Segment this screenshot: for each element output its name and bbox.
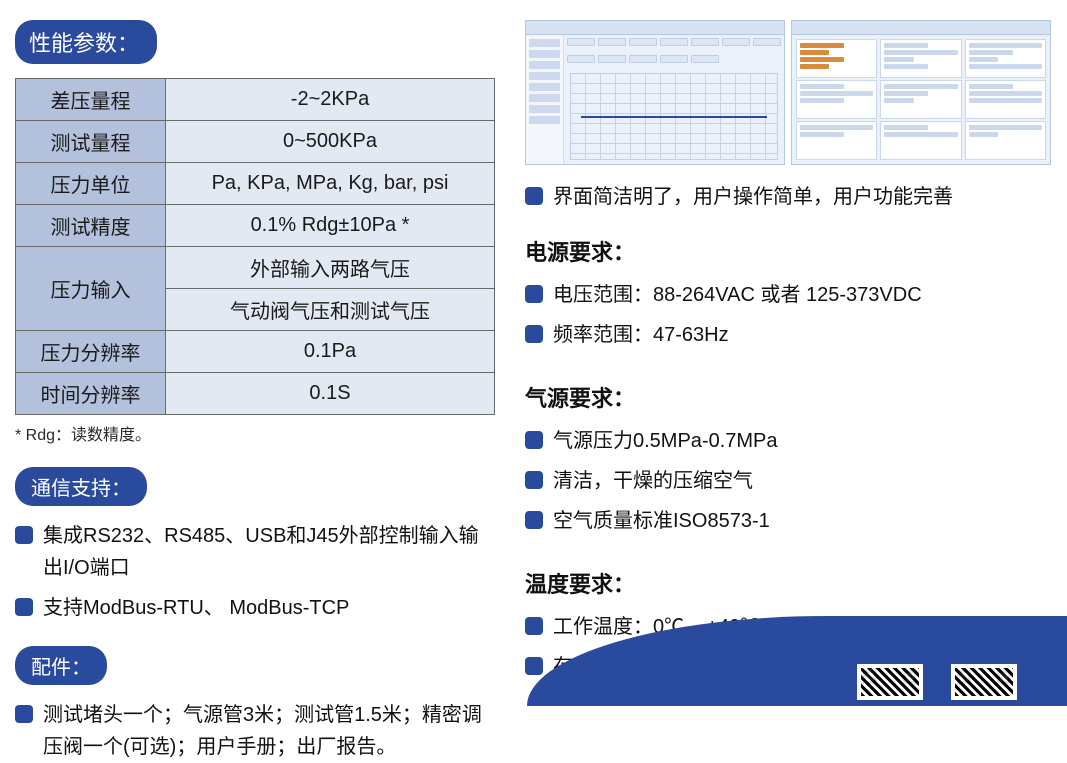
spec-value: Pa, KPa, MPa, Kg, bar, psi [166, 163, 495, 205]
bullet-icon [15, 598, 33, 616]
list-item-text: 气源压力0.5MPa-0.7MPa [553, 425, 1052, 457]
shot-chart [570, 73, 778, 160]
list-item: 清洁，干燥的压缩空气 [525, 465, 1052, 497]
shot-body [792, 35, 1050, 164]
shot-titlebar [526, 21, 784, 35]
bullet-icon [15, 526, 33, 544]
table-row: 压力输入 外部输入两路气压 [16, 247, 495, 289]
spec-table: 差压量程 -2~2KPa 测试量程 0~500KPa 压力单位 Pa, KPa,… [15, 78, 495, 415]
spec-label: 压力输入 [16, 247, 166, 331]
table-row: 测试精度 0.1% Rdg±10Pa * [16, 205, 495, 247]
spec-label: 压力分辨率 [16, 331, 166, 373]
screenshot-row [525, 20, 1052, 165]
shot-sidebar [526, 35, 564, 164]
comm-list: 集成RS232、RS485、USB和J45外部控制输入输出I/O端口 支持Mod… [15, 520, 495, 624]
sub-heading-air: 气源要求： [525, 381, 1052, 413]
list-item: 气源压力0.5MPa-0.7MPa [525, 425, 1052, 457]
list-item-text: 集成RS232、RS485、USB和J45外部控制输入输出I/O端口 [43, 520, 495, 584]
list-item: 空气质量标准ISO8573-1 [525, 505, 1052, 537]
spec-value: 0~500KPa [166, 121, 495, 163]
bullet-icon [525, 511, 543, 529]
list-item-text: 电压范围：88-264VAC 或者 125-373VDC [553, 279, 1052, 311]
spec-value: 气动阀气压和测试气压 [166, 289, 495, 331]
bullet-icon [525, 617, 543, 635]
list-item: 界面简洁明了，用户操作简单，用户功能完善 [525, 181, 1052, 213]
spec-label: 测试精度 [16, 205, 166, 247]
sub-heading-temp: 温度要求： [525, 567, 1052, 599]
spec-label: 差压量程 [16, 79, 166, 121]
bullet-icon [525, 325, 543, 343]
spec-value: 0.1Pa [166, 331, 495, 373]
bullet-icon [525, 285, 543, 303]
spec-value: -2~2KPa [166, 79, 495, 121]
list-item-text: 频率范围：47-63Hz [553, 319, 1052, 351]
list-item-text: 清洁，干燥的压缩空气 [553, 465, 1052, 497]
bullet-icon [525, 431, 543, 449]
section-header-spec: 性能参数： [15, 20, 157, 64]
section-header-acc: 配件： [15, 646, 107, 685]
table-row: 时间分辨率 0.1S [16, 373, 495, 415]
power-list: 电压范围：88-264VAC 或者 125-373VDC 频率范围：47-63H… [525, 279, 1052, 351]
air-list: 气源压力0.5MPa-0.7MPa 清洁，干燥的压缩空气 空气质量标准ISO85… [525, 425, 1052, 537]
bullet-icon [525, 471, 543, 489]
spec-label: 压力单位 [16, 163, 166, 205]
list-item-text: 空气质量标准ISO8573-1 [553, 505, 1052, 537]
screenshot-chart-app [525, 20, 785, 165]
ui-desc-list: 界面简洁明了，用户操作简单，用户功能完善 [525, 181, 1052, 213]
bullet-icon [525, 657, 543, 675]
list-item: 集成RS232、RS485、USB和J45外部控制输入输出I/O端口 [15, 520, 495, 584]
table-row: 压力单位 Pa, KPa, MPa, Kg, bar, psi [16, 163, 495, 205]
spec-label: 时间分辨率 [16, 373, 166, 415]
section-header-comm: 通信支持： [15, 467, 147, 506]
list-item: 支持ModBus-RTU、 ModBus-TCP [15, 592, 495, 624]
list-item-text: 界面简洁明了，用户操作简单，用户功能完善 [553, 181, 1052, 213]
sub-heading-power: 电源要求： [525, 235, 1052, 267]
shot-main [564, 35, 784, 164]
qr-code-icon [951, 664, 1017, 700]
screenshot-settings-app [791, 20, 1051, 165]
list-item: 频率范围：47-63Hz [525, 319, 1052, 351]
spec-value: 外部输入两路气压 [166, 247, 495, 289]
list-item: 电压范围：88-264VAC 或者 125-373VDC [525, 279, 1052, 311]
acc-list: 测试堵头一个；气源管3米；测试管1.5米；精密调压阀一个(可选)；用户手册；出厂… [15, 699, 495, 763]
table-row: 差压量程 -2~2KPa [16, 79, 495, 121]
list-item-text: 支持ModBus-RTU、 ModBus-TCP [43, 592, 495, 624]
qr-codes [857, 664, 1017, 700]
spec-value: 0.1S [166, 373, 495, 415]
list-item-text: 测试堵头一个；气源管3米；测试管1.5米；精密调压阀一个(可选)；用户手册；出厂… [43, 699, 495, 763]
shot-controls [564, 35, 784, 71]
list-item: 测试堵头一个；气源管3米；测试管1.5米；精密调压阀一个(可选)；用户手册；出厂… [15, 699, 495, 763]
table-row: 测试量程 0~500KPa [16, 121, 495, 163]
shot-titlebar [792, 21, 1050, 35]
spec-value: 0.1% Rdg±10Pa * [166, 205, 495, 247]
spec-label: 测试量程 [16, 121, 166, 163]
bullet-icon [15, 705, 33, 723]
qr-code-icon [857, 664, 923, 700]
bullet-icon [525, 187, 543, 205]
table-row: 压力分辨率 0.1Pa [16, 331, 495, 373]
footnote: * Rdg：读数精度。 [15, 421, 495, 445]
